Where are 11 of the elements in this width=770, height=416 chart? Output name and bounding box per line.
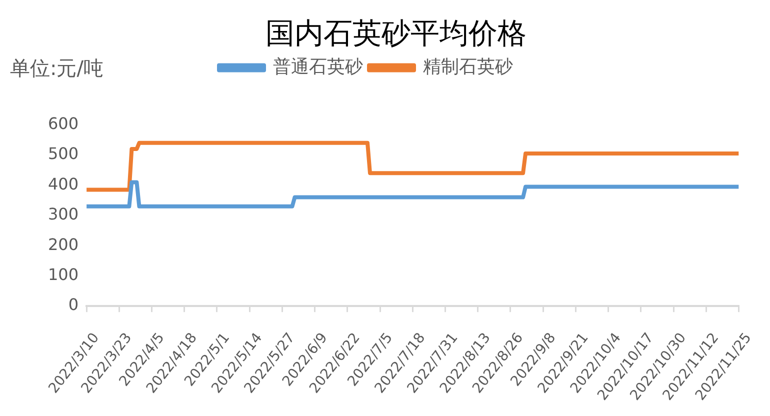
y-tick-label: 100 [48,265,79,284]
y-tick-label: 400 [48,174,79,194]
y-tick-label: 300 [48,204,79,224]
chart-title: 国内石英砂平均价格 [266,16,526,50]
y-tick-label: 600 [48,114,79,133]
y-tick-label: 500 [48,144,79,164]
legend-label: 精制石英砂 [423,56,513,78]
y-tick-label: 200 [48,234,79,254]
y-axis-title: 单位:元/吨 [10,56,104,80]
y-tick-label: 0 [68,295,79,314]
legend-label: 普通石英砂 [273,56,363,78]
